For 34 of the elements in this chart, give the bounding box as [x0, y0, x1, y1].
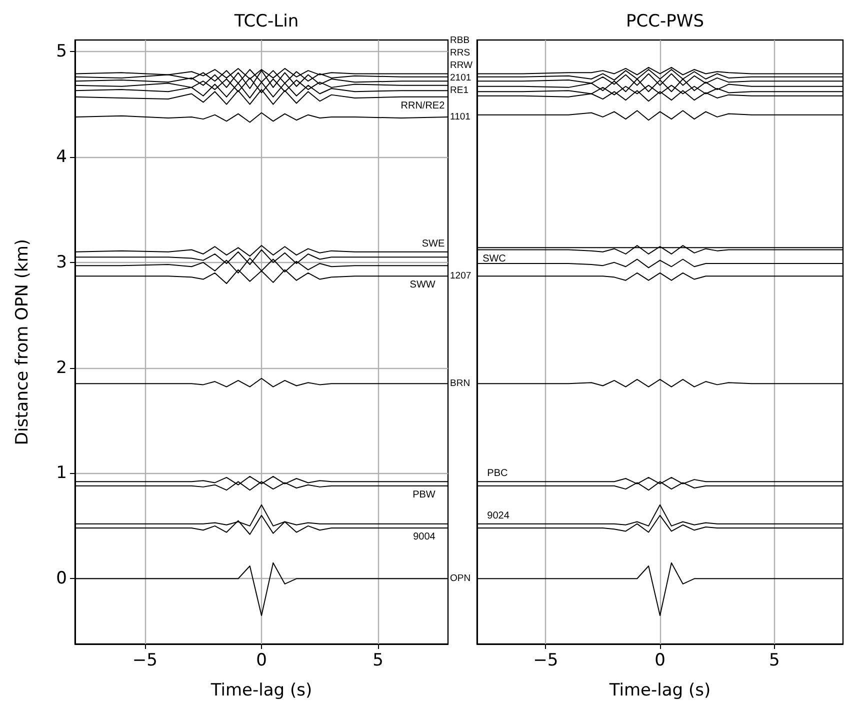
annotation: 2101	[450, 72, 472, 84]
annotation: BRN	[450, 378, 470, 390]
annotation: RBB	[450, 35, 470, 46]
x-axis-title: Time-lag (s)	[608, 680, 711, 700]
x-tick-label: 0	[256, 650, 267, 670]
x-tick-label: −5	[533, 650, 558, 670]
y-axis-title: Distance from OPN (km)	[12, 238, 32, 446]
y-tick-label: 3	[56, 252, 67, 272]
x-tick-label: −5	[132, 650, 158, 670]
annotation: 9024	[487, 510, 510, 522]
x-axis-title: Time-lag (s)	[210, 680, 312, 700]
chart-title: PCC-PWS	[626, 12, 704, 32]
x-tick-label: 0	[654, 650, 666, 670]
x-tick-label: 5	[372, 650, 384, 670]
annotation: 9004	[413, 532, 436, 543]
annotation: RE1	[450, 85, 468, 96]
annotation: 1207	[450, 270, 472, 282]
annotation: SWW	[410, 280, 436, 291]
annotation: SWE	[422, 238, 445, 250]
y-tick-label: 4	[56, 147, 67, 168]
annotation: SWC	[482, 253, 506, 264]
y-tick-label: 0	[56, 568, 67, 589]
annotation: RRN/RE2	[400, 100, 446, 112]
y-tick-label: 5	[56, 42, 67, 62]
x-tick-label: 5	[768, 650, 780, 670]
annotation: 1101	[450, 111, 470, 122]
annotation: RRS	[450, 48, 470, 59]
annotation: OPN	[450, 573, 471, 584]
chart-title: TCC-Lin	[233, 12, 299, 32]
y-tick-label: 2	[56, 358, 67, 378]
annotation: PBC	[487, 468, 508, 480]
annotation: PBW	[412, 489, 436, 500]
annotation: RRW	[450, 60, 473, 72]
y-tick-label: 1	[56, 463, 67, 484]
